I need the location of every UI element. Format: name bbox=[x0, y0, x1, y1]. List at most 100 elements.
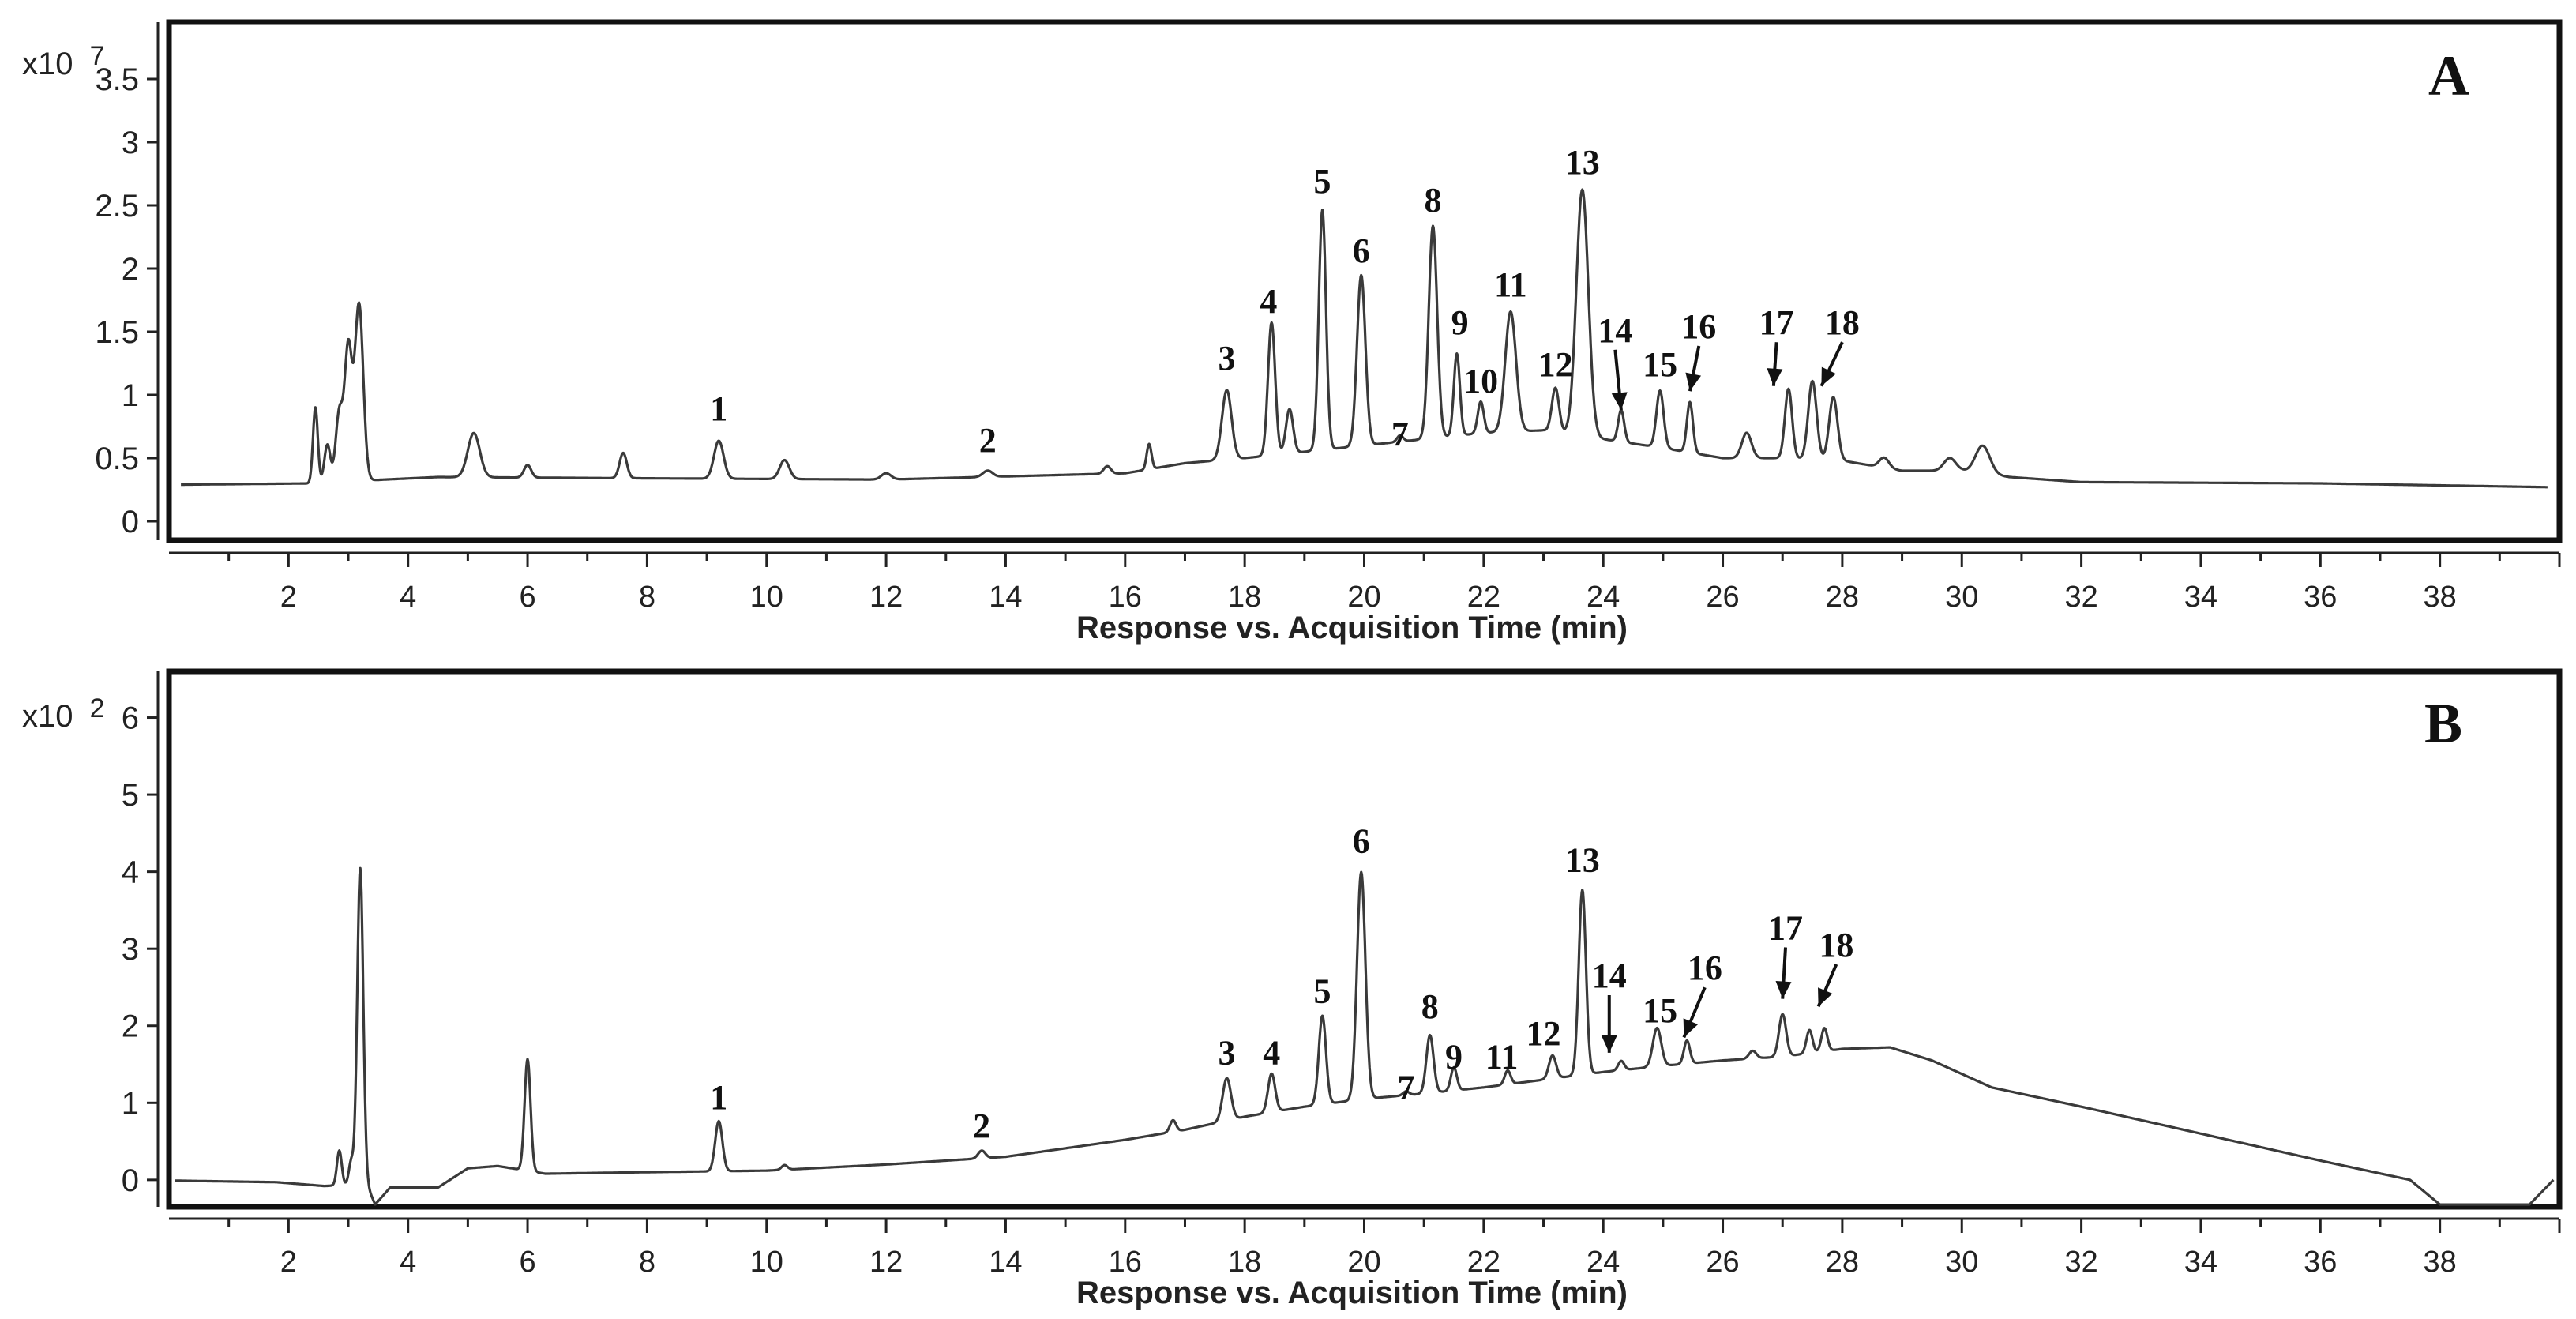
panel-b-trace bbox=[174, 866, 2555, 1206]
panel-b-x-tick-label: 20 bbox=[1347, 1246, 1380, 1279]
panel-b-frame bbox=[166, 668, 2563, 1210]
panel-a-peak-label: 18 bbox=[1825, 303, 1860, 342]
panel-a-peak-label: 16 bbox=[1681, 307, 1716, 346]
panel-a-arrowhead bbox=[1611, 392, 1628, 411]
panel-b-arrowhead bbox=[1775, 981, 1792, 999]
panel-b-y-tick-label: 0 bbox=[122, 1163, 139, 1198]
panel-a-x-tick-label: 38 bbox=[2424, 581, 2457, 614]
panel-a-x-tick-label: 28 bbox=[1826, 581, 1859, 614]
panel-a-peak-label: 7 bbox=[1391, 415, 1409, 453]
panel-b-x-tick-label: 22 bbox=[1467, 1246, 1500, 1279]
panel-b-peak-label: 18 bbox=[1819, 926, 1853, 964]
panel-b-x-tick-label: 24 bbox=[1587, 1246, 1620, 1279]
panel-a-x-tick-label: 34 bbox=[2184, 581, 2217, 614]
panel-b-y-tick-label: 6 bbox=[122, 701, 139, 736]
panel-b-x-tick-label: 8 bbox=[639, 1246, 655, 1279]
panel-b-peak-label: 1 bbox=[710, 1078, 727, 1117]
panel-a-x-tick-label: 36 bbox=[2304, 581, 2337, 614]
panel-a-arrowhead bbox=[1767, 368, 1783, 386]
panel-b-x-tick-label: 34 bbox=[2184, 1246, 2217, 1279]
panel-a-peak-label: 13 bbox=[1565, 143, 1600, 182]
panel-a-multiplier-base: x10 bbox=[22, 47, 73, 81]
panel-b-peak-label: 17 bbox=[1768, 908, 1803, 947]
panel-a-peak-label: 8 bbox=[1425, 181, 1442, 220]
panel-b-peak-label: 9 bbox=[1445, 1037, 1463, 1076]
panel-b-x-tick-label: 18 bbox=[1228, 1246, 1261, 1279]
panel-b-x-tick-label: 28 bbox=[1826, 1246, 1859, 1279]
panel-b-x-tick-label: 6 bbox=[519, 1246, 535, 1279]
panel-a: 2 4 6 8 10 12 14 16 18 20 22 24 26 28 30 32 34 36 38 00.51… bbox=[22, 19, 2563, 645]
panel-b-peak-label: 13 bbox=[1565, 841, 1600, 880]
panel-b-peak-label: 5 bbox=[1314, 971, 1331, 1010]
panel-a-y-tick-label: 3.5 bbox=[95, 62, 139, 97]
panel-a-x-label: Response vs. Acquisition Time (min) bbox=[1076, 611, 1628, 645]
panel-a-x-tick-label: 18 bbox=[1228, 581, 1261, 614]
panel-a-x-tick-label: 4 bbox=[400, 581, 416, 614]
panel-a-peak-label: 14 bbox=[1598, 311, 1632, 350]
panel-b-y-tick-label: 2 bbox=[122, 1009, 139, 1044]
panel-b-x-tick-label: 30 bbox=[1945, 1246, 1978, 1279]
panel-a-x-tick-label: 10 bbox=[750, 581, 783, 614]
panel-a-peak-label: 17 bbox=[1759, 303, 1794, 342]
panel-a-y-tick-label: 0.5 bbox=[95, 442, 139, 476]
panel-a-peak-label: 9 bbox=[1451, 303, 1469, 342]
panel-a-peak-label: 6 bbox=[1353, 231, 1370, 270]
panel-a-y-tick-label: 2.5 bbox=[95, 189, 139, 224]
panel-a-x-tick-label: 2 bbox=[280, 581, 297, 614]
panel-b-arrowhead bbox=[1818, 987, 1833, 1007]
panel-a-y-tick-label: 1 bbox=[122, 378, 139, 413]
panel-b-y-tick-label: 1 bbox=[122, 1086, 139, 1121]
panel-b-peak-label: 16 bbox=[1688, 949, 1722, 987]
panel-a-frame bbox=[166, 19, 2563, 543]
panel-a-arrowhead bbox=[1685, 372, 1702, 392]
panel-b-x-tick-label: 32 bbox=[2064, 1246, 2097, 1279]
panel-a-peak-label: 3 bbox=[1218, 339, 1235, 378]
panel-b-x-label: Response vs. Acquisition Time (min) bbox=[1076, 1276, 1628, 1310]
panel-a-x-tick-label: 32 bbox=[2064, 581, 2097, 614]
panel-a-x-tick-label: 22 bbox=[1467, 581, 1500, 614]
panel-b-peak-label: 15 bbox=[1643, 991, 1677, 1030]
panel-a-x-tick-label: 24 bbox=[1587, 581, 1620, 614]
panel-a-peak-label: 11 bbox=[1494, 265, 1527, 304]
panel-a-peak-label: 4 bbox=[1260, 282, 1277, 321]
panel-b-y-tick-label: 5 bbox=[122, 778, 139, 813]
panel-b-letter: B bbox=[2424, 692, 2462, 755]
panel-b-x-tick-label: 38 bbox=[2424, 1246, 2457, 1279]
panel-b-x-tick-label: 16 bbox=[1109, 1246, 1142, 1279]
panel-b-peak-label: 11 bbox=[1485, 1037, 1519, 1076]
panel-a-y-multiplier: x10 7 bbox=[22, 41, 105, 81]
panel-b-peak-label: 4 bbox=[1263, 1034, 1280, 1073]
panel-b-arrowhead bbox=[1601, 1035, 1617, 1053]
panel-a-peak-label: 2 bbox=[979, 421, 997, 460]
panel-a-y-tick-label: 3 bbox=[122, 126, 139, 160]
panel-b-peak-label: 7 bbox=[1397, 1068, 1414, 1107]
panel-a-y-tick-label: 2 bbox=[122, 252, 139, 287]
panel-b-peak-label: 8 bbox=[1421, 987, 1439, 1026]
panel-b-peak-label: 14 bbox=[1592, 956, 1627, 995]
panel-a-peak-label: 1 bbox=[710, 389, 727, 428]
panel-a-y-tick-label: 0 bbox=[122, 505, 139, 539]
panel-a-trace bbox=[180, 188, 2548, 489]
panel-b-y-multiplier: x10 2 bbox=[22, 693, 105, 734]
panel-b-x-tick-label: 14 bbox=[989, 1246, 1022, 1279]
panel-b-x-tick-label: 4 bbox=[400, 1246, 416, 1279]
panel-b-peak-label: 6 bbox=[1353, 821, 1370, 860]
panel-b-multiplier-base: x10 bbox=[22, 699, 73, 734]
panel-b-peak-label: 12 bbox=[1526, 1014, 1561, 1053]
panel-a-x-tick-label: 30 bbox=[1945, 581, 1978, 614]
panel-a-y-tick-label: 1.5 bbox=[95, 315, 139, 350]
panel-b-x-tick-label: 12 bbox=[869, 1246, 903, 1279]
panel-a-peak-label: 10 bbox=[1463, 362, 1498, 400]
panel-b: 2 4 6 8 10 12 14 16 18 20 22 24 26 28 30 32 34 36 38 01234… bbox=[22, 668, 2563, 1310]
panel-a-x-tick-label: 26 bbox=[1706, 581, 1739, 614]
panel-b-arrowhead bbox=[1683, 1018, 1699, 1038]
panel-b-y-tick-label: 4 bbox=[122, 855, 139, 890]
panel-a-x-tick-label: 8 bbox=[639, 581, 655, 614]
panel-a-peak-label: 5 bbox=[1314, 162, 1331, 201]
panel-b-peak-label: 3 bbox=[1218, 1034, 1235, 1073]
panel-b-peak-label: 2 bbox=[973, 1107, 990, 1145]
panel-a-multiplier-exponent: 7 bbox=[90, 41, 105, 71]
panel-a-peak-label: 12 bbox=[1538, 345, 1573, 384]
panel-a-x-tick-label: 12 bbox=[869, 581, 903, 614]
